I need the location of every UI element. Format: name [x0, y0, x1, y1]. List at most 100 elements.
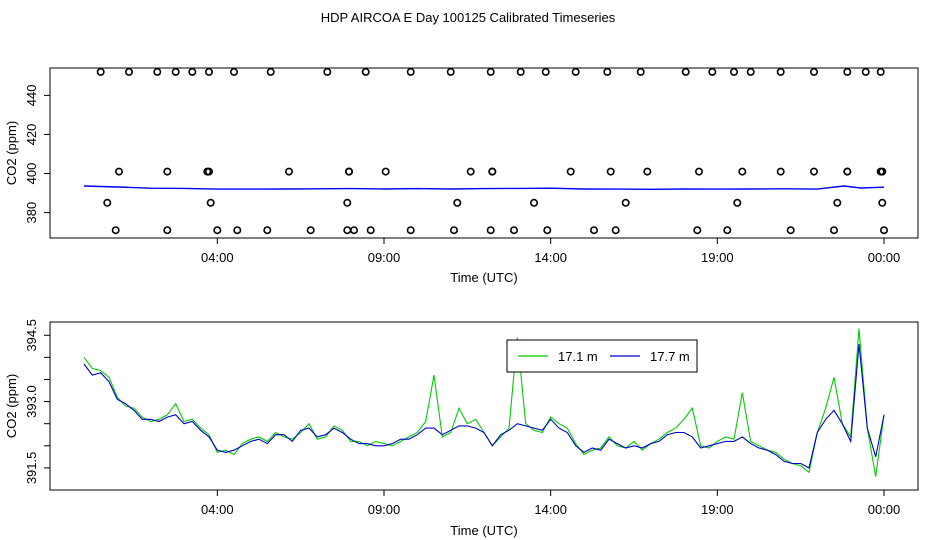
- calibration-point: [486, 226, 495, 235]
- x-tick-label: 09:00: [368, 502, 401, 517]
- top-y-axis-label: CO2 (ppm): [4, 121, 19, 185]
- bottom-y-axis-label: CO2 (ppm): [4, 374, 19, 438]
- calibration-point: [361, 67, 370, 76]
- calibration-point: [589, 226, 598, 235]
- calibration-point: [746, 67, 755, 76]
- calibration-point: [213, 226, 222, 235]
- calibration-point: [733, 198, 742, 207]
- y-tick-label: 380: [24, 202, 39, 224]
- calibration-point: [776, 67, 785, 76]
- calibration-point: [188, 67, 197, 76]
- x-tick-label: 04:00: [201, 250, 234, 265]
- bottom-y-axis: 391.5 393.0 394.5: [24, 319, 50, 484]
- bottom-panel: 391.5 393.0 394.5 04:00 09:00 14:00 19:00 00:0…: [4, 319, 919, 538]
- calibration-point: [861, 67, 870, 76]
- calibration-point: [809, 67, 818, 76]
- y-tick-label: 391.5: [24, 452, 39, 485]
- calibration-point: [708, 67, 717, 76]
- calibration-point: [449, 226, 458, 235]
- calibration-point: [205, 167, 214, 176]
- x-tick-label: 19:00: [701, 250, 734, 265]
- top-calibration-points: [96, 67, 888, 235]
- chart-title: HDP AIRCOA E Day 100125 Calibrated Times…: [321, 10, 616, 25]
- calibration-point: [163, 167, 172, 176]
- x-tick-label: 00:00: [868, 502, 901, 517]
- calibration-point: [643, 167, 652, 176]
- calibration-point: [205, 67, 214, 76]
- calibration-point: [366, 226, 375, 235]
- calibration-point: [833, 198, 842, 207]
- y-tick-label: 394.5: [24, 319, 39, 352]
- calibration-point: [878, 167, 887, 176]
- x-tick-label: 09:00: [368, 250, 401, 265]
- calibration-point: [96, 67, 105, 76]
- series-line-2: [83, 344, 885, 469]
- calibration-point: [343, 198, 352, 207]
- calibration-point: [636, 67, 645, 76]
- bottom-x-axis-label: Time (UTC): [450, 523, 517, 538]
- top-series-path: [83, 185, 885, 191]
- calibration-point: [879, 226, 888, 235]
- calibration-point: [406, 226, 415, 235]
- calibration-point: [693, 226, 702, 235]
- calibration-point: [611, 226, 620, 235]
- calibration-point: [266, 67, 275, 76]
- calibration-point: [606, 167, 615, 176]
- calibration-point: [349, 226, 358, 235]
- bottom-plot-frame: [49, 321, 919, 491]
- y-tick-label: 420: [24, 124, 39, 146]
- calibration-point: [571, 67, 580, 76]
- calibration-point: [153, 67, 162, 76]
- calibration-point: [729, 67, 738, 76]
- calibration-point: [306, 226, 315, 235]
- calibration-point: [723, 226, 732, 235]
- legend-label-1: 17.1 m: [558, 349, 598, 364]
- calibration-point: [125, 67, 134, 76]
- calibration-point: [206, 198, 215, 207]
- legend: 17.1 m 17.7 m: [506, 339, 698, 373]
- calibration-point: [694, 167, 703, 176]
- calibration-point: [738, 167, 747, 176]
- calibration-point: [171, 67, 180, 76]
- calibration-point: [453, 198, 462, 207]
- top-x-axis-label: Time (UTC): [450, 270, 517, 285]
- calibration-point: [541, 67, 550, 76]
- calibration-point: [233, 226, 242, 235]
- calibration-point: [529, 198, 538, 207]
- calibration-point: [878, 198, 887, 207]
- top-series-line: [83, 185, 885, 191]
- calibration-point: [263, 226, 272, 235]
- calibration-point: [111, 226, 120, 235]
- calibration-point: [843, 67, 852, 76]
- calibration-point: [603, 67, 612, 76]
- x-tick-label: 00:00: [868, 250, 901, 265]
- calibration-point: [381, 167, 390, 176]
- calibration-point: [809, 167, 818, 176]
- calibration-point: [543, 226, 552, 235]
- calibration-point: [829, 226, 838, 235]
- calibration-point: [343, 226, 352, 235]
- calibration-point: [163, 226, 172, 235]
- calibration-point: [566, 167, 575, 176]
- calibration-point: [488, 167, 497, 176]
- x-tick-label: 04:00: [201, 502, 234, 517]
- top-plot-frame: [49, 67, 919, 239]
- calibration-point: [103, 198, 112, 207]
- top-x-axis: 04:00 09:00 14:00 19:00 00:00: [201, 238, 900, 265]
- x-tick-label: 19:00: [701, 502, 734, 517]
- calibration-point: [344, 167, 353, 176]
- calibration-point: [509, 226, 518, 235]
- calibration-point: [786, 226, 795, 235]
- legend-label-2: 17.7 m: [650, 349, 690, 364]
- bottom-series-lines: [83, 328, 885, 477]
- calibration-point: [681, 67, 690, 76]
- calibration-point: [486, 67, 495, 76]
- series-line-1: [83, 328, 885, 477]
- calibration-point: [843, 167, 852, 176]
- x-tick-label: 14:00: [534, 250, 567, 265]
- top-y-axis: 380 400 420 440: [24, 85, 50, 224]
- calibration-point: [446, 67, 455, 76]
- y-tick-label: 440: [24, 85, 39, 107]
- calibration-point: [323, 67, 332, 76]
- calibration-point: [284, 167, 293, 176]
